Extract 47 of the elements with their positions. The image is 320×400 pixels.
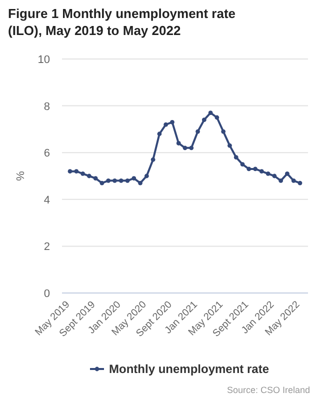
point xyxy=(138,180,142,186)
legend-label: Monthly unemployment rate xyxy=(109,362,270,376)
point xyxy=(80,171,85,176)
point xyxy=(253,166,258,172)
point xyxy=(221,129,226,134)
point xyxy=(228,143,232,148)
source-note: Source: CSO Ireland xyxy=(226,385,310,395)
y-tick-label: 8 xyxy=(44,100,50,113)
point xyxy=(132,176,136,181)
y-tick-label: 6 xyxy=(44,148,50,160)
point xyxy=(100,180,104,186)
point xyxy=(189,146,194,150)
point xyxy=(176,141,181,146)
point xyxy=(266,171,270,176)
point xyxy=(234,155,238,160)
point xyxy=(157,132,162,136)
point xyxy=(74,169,79,174)
point xyxy=(285,171,290,176)
point xyxy=(196,129,200,134)
point xyxy=(182,146,188,150)
point xyxy=(240,162,245,166)
point xyxy=(214,115,220,120)
y-tick-label: 4 xyxy=(44,194,50,206)
point xyxy=(208,110,213,116)
point xyxy=(164,122,168,127)
y-tick-label: 2 xyxy=(44,241,50,254)
chart-title: Figure 1 Monthly unemployment rate (ILO), May 2019 to May 2022 xyxy=(8,6,236,38)
point xyxy=(112,178,117,183)
y-tick-label: 0 xyxy=(44,288,50,300)
point xyxy=(144,174,149,178)
point xyxy=(170,120,174,124)
point xyxy=(150,157,156,162)
y-tick-label: 10 xyxy=(38,54,50,66)
point xyxy=(68,169,72,174)
point xyxy=(259,169,264,174)
y-axis-title: % xyxy=(15,170,27,181)
point xyxy=(86,174,92,178)
point xyxy=(106,178,111,183)
point xyxy=(202,118,206,122)
point xyxy=(272,174,277,178)
point xyxy=(125,178,130,183)
point xyxy=(298,180,302,186)
point xyxy=(278,178,284,183)
point xyxy=(118,178,124,183)
point xyxy=(93,176,98,181)
point xyxy=(246,166,252,172)
point xyxy=(291,178,296,183)
